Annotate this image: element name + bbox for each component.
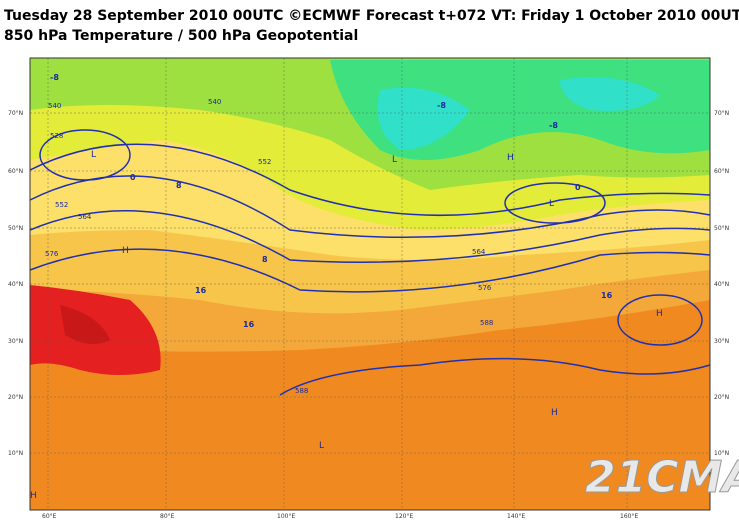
high-center: H bbox=[122, 246, 129, 256]
temperature-label: 0 bbox=[130, 173, 136, 182]
low-center: L bbox=[91, 150, 96, 160]
lon-label: 100°E bbox=[277, 513, 295, 520]
lat-label: 20°N bbox=[8, 394, 23, 401]
temperature-label: 8 bbox=[176, 181, 182, 190]
lat-label: 70°N bbox=[714, 110, 729, 117]
lat-label: 30°N bbox=[714, 338, 729, 345]
pressure-centers: L L L L H H H H H bbox=[30, 150, 663, 501]
temperature-label: -8 bbox=[549, 121, 558, 130]
lat-label: 70°N bbox=[8, 110, 23, 117]
lat-label: 30°N bbox=[8, 338, 23, 345]
low-center: L bbox=[319, 441, 324, 451]
high-center: H bbox=[30, 491, 37, 501]
geopotential-label: 552 bbox=[258, 158, 271, 166]
geopotential-label: 540 bbox=[48, 102, 61, 110]
high-center: H bbox=[551, 408, 558, 418]
temperature-label: 16 bbox=[601, 291, 613, 300]
subtitle: 850 hPa Temperature / 500 hPa Geopotenti… bbox=[4, 28, 358, 44]
lat-label: 40°N bbox=[714, 281, 729, 288]
lat-label: 20°N bbox=[714, 394, 729, 401]
geopotential-label: 588 bbox=[295, 387, 308, 395]
low-center: L bbox=[549, 199, 554, 209]
latitude-labels: 70°N 60°N 50°N 40°N 30°N 20°N 10°N 70°N … bbox=[8, 110, 729, 457]
geopotential-label: 540 bbox=[208, 98, 221, 106]
lat-label: 50°N bbox=[8, 225, 23, 232]
high-center: H bbox=[507, 153, 514, 163]
temperature-label: -8 bbox=[437, 101, 446, 110]
temperature-label: 16 bbox=[195, 286, 207, 295]
title: Tuesday 28 September 2010 00UTC ©ECMWF F… bbox=[4, 8, 739, 24]
map-area bbox=[29, 57, 711, 511]
longitude-labels: 60°E 80°E 100°E 120°E 140°E 160°E bbox=[42, 513, 638, 520]
lat-label: 60°N bbox=[8, 168, 23, 175]
watermark: 21CMA bbox=[585, 452, 739, 503]
lat-label: 40°N bbox=[8, 281, 23, 288]
temperature-label: -8 bbox=[50, 73, 59, 82]
geopotential-label: 576 bbox=[478, 284, 492, 292]
lon-label: 80°E bbox=[160, 513, 175, 520]
high-center: H bbox=[656, 309, 663, 319]
contour-labels: 528 540 540 552 552 564 564 576 576 588 … bbox=[45, 73, 613, 395]
lat-label: 10°N bbox=[714, 450, 729, 457]
temperature-label: 0 bbox=[575, 183, 581, 192]
geopotential-label: 552 bbox=[55, 201, 68, 209]
low-center: L bbox=[392, 155, 397, 165]
lat-label: 60°N bbox=[714, 168, 729, 175]
geopotential-label: 564 bbox=[78, 213, 92, 221]
lon-label: 60°E bbox=[42, 513, 57, 520]
temperature-label: 8 bbox=[262, 255, 268, 264]
lon-label: 120°E bbox=[395, 513, 413, 520]
geopotential-label: 528 bbox=[50, 132, 63, 140]
geopotential-label: 576 bbox=[45, 250, 59, 258]
geopotential-label: 564 bbox=[472, 248, 486, 256]
temperature-label: 16 bbox=[243, 320, 255, 329]
lat-label: 50°N bbox=[714, 225, 729, 232]
lon-label: 160°E bbox=[620, 513, 638, 520]
lat-label: 10°N bbox=[8, 450, 23, 457]
geopotential-label: 588 bbox=[480, 319, 493, 327]
lon-label: 140°E bbox=[507, 513, 525, 520]
